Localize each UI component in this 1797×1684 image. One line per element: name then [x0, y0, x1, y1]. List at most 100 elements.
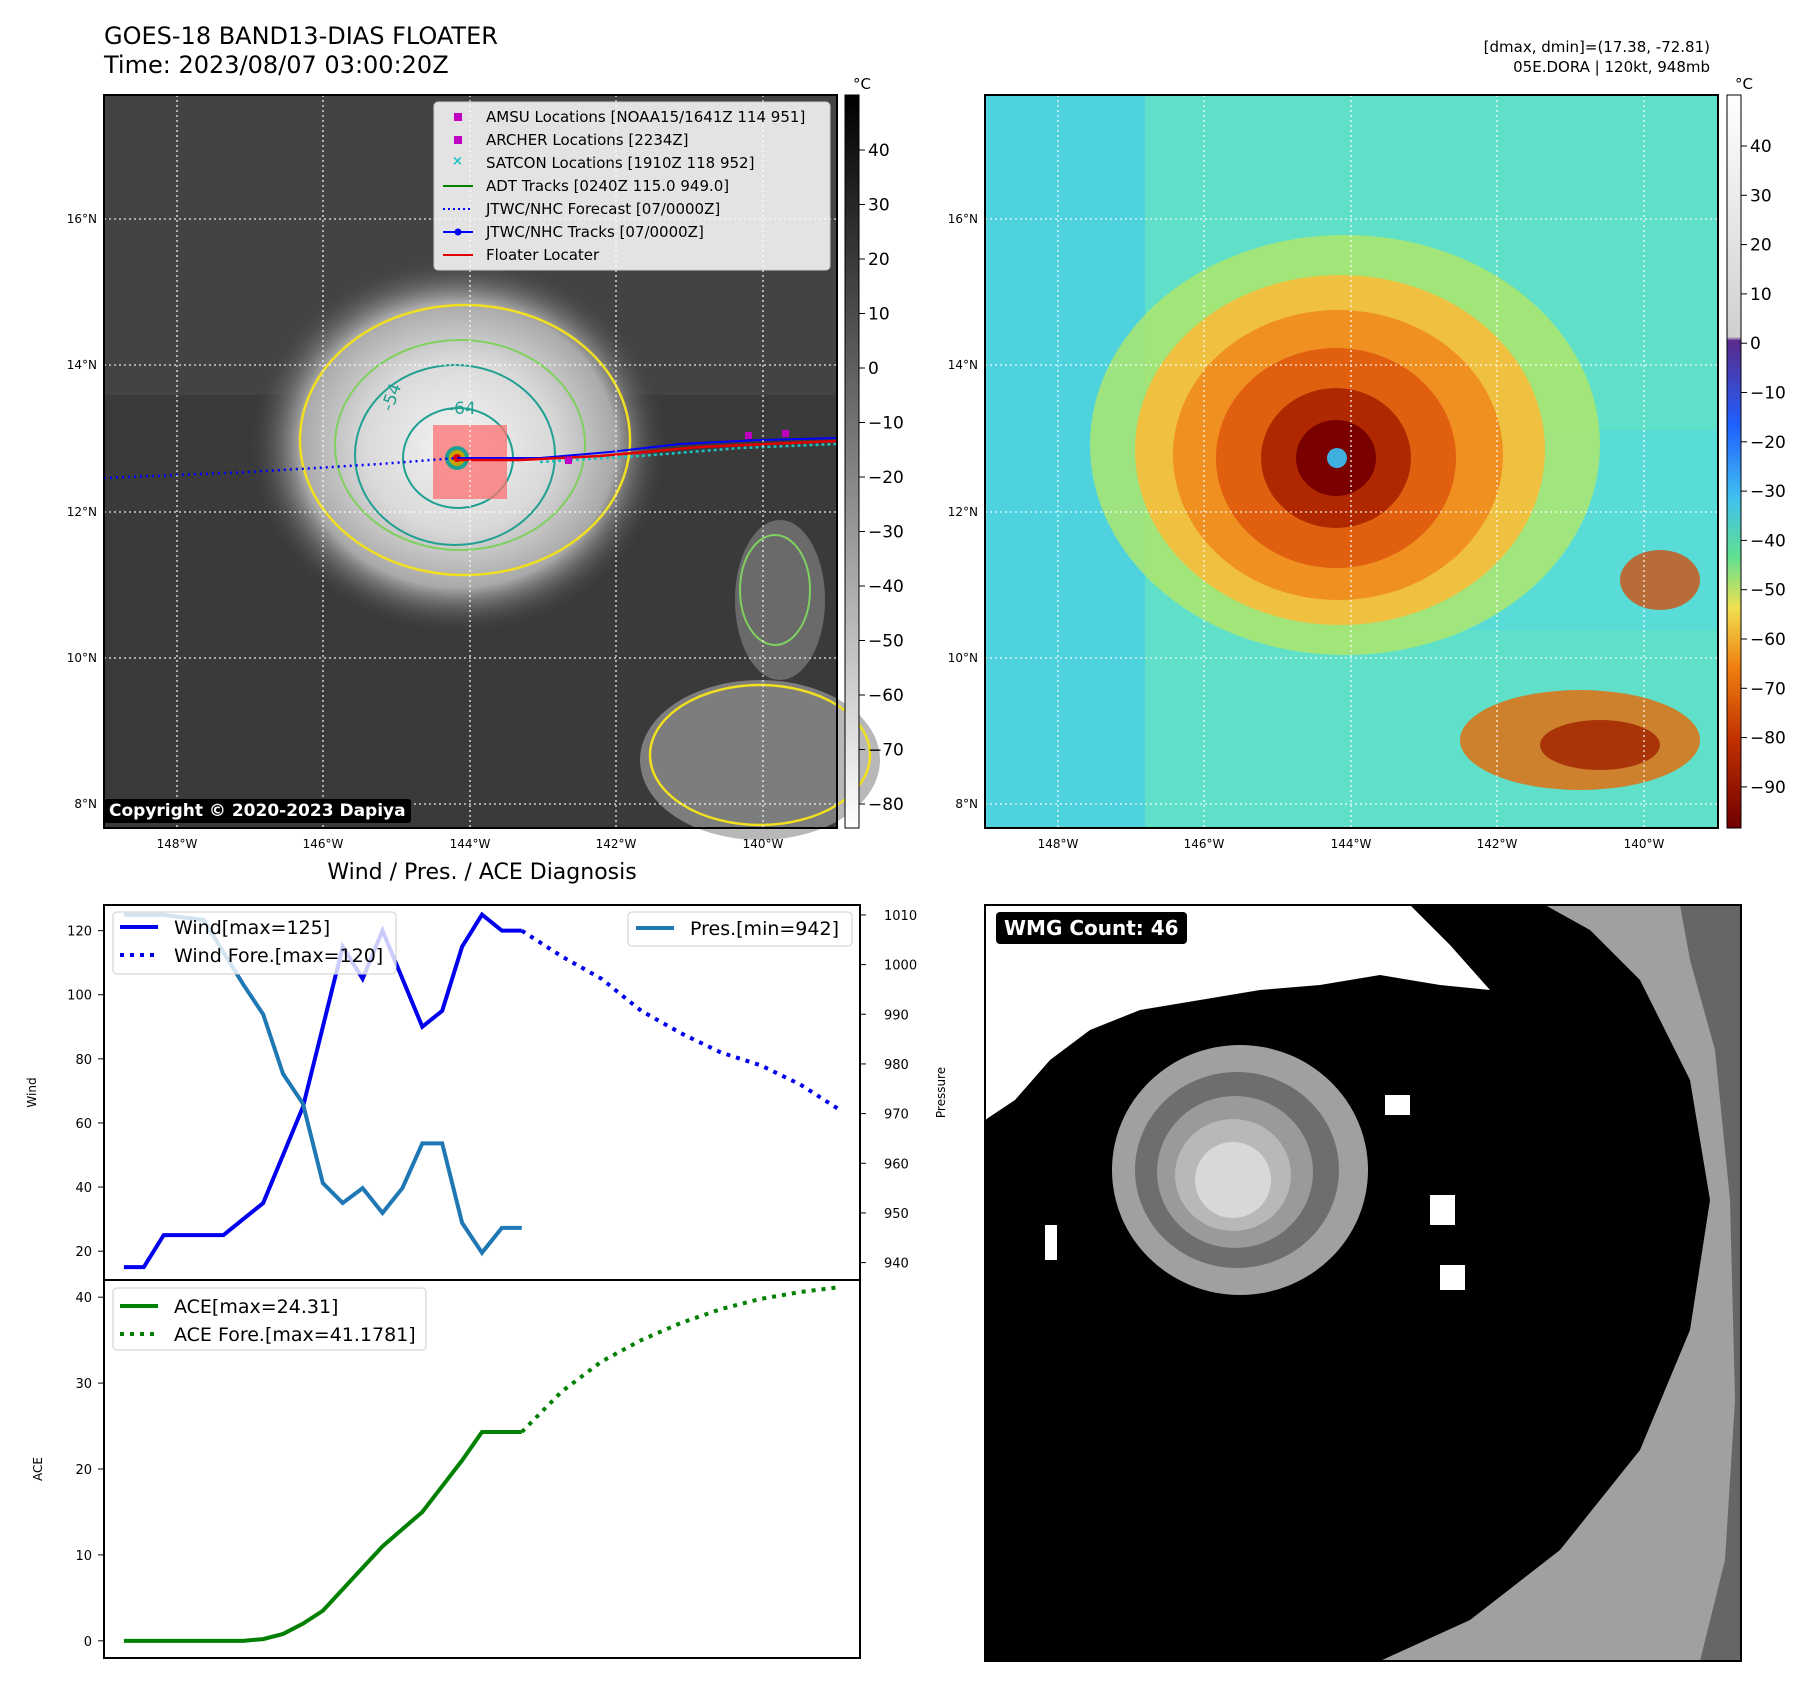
color-colorbar-tick: −90	[1750, 778, 1786, 798]
color-colorbar-tick: 30	[1750, 186, 1772, 206]
gray-colorbar-tick: 30	[868, 196, 890, 216]
pressure-ytick: 1010	[884, 909, 917, 924]
color-colorbar-tick: −30	[1750, 482, 1786, 502]
legend-forecast: JTWC/NHC Forecast [07/0000Z]	[485, 200, 720, 218]
ace-legend-entry: ACE Fore.[max=41.1781]	[174, 1324, 416, 1346]
series-line-ace	[123, 1429, 522, 1643]
color-lat-tick: 10°N	[948, 651, 978, 665]
pressure-ytick: 970	[884, 1108, 909, 1123]
ir-lat-tick: 14°N	[67, 358, 97, 372]
wmg-count-badge: WMG Count: 46	[996, 912, 1187, 944]
pressure-legend: Pres.[min=942]	[627, 911, 853, 947]
figure-title: GOES-18 BAND13-DIAS FLOATER	[104, 22, 498, 50]
pressure-ytick: 960	[884, 1157, 909, 1172]
legend-amsu: AMSU Locations [NOAA15/1641Z 114 951]	[486, 108, 805, 126]
wind-ytick: 20	[75, 1245, 92, 1260]
color-lat-tick: 16°N	[948, 212, 978, 226]
color-colorbar-tick: 40	[1750, 137, 1772, 157]
ace-ytick: 0	[84, 1635, 92, 1650]
ir-lat-tick: 8°N	[74, 797, 97, 811]
series-line-ace-fore-	[520, 1285, 841, 1434]
pressure-ytick: 950	[884, 1207, 909, 1222]
color-colorbar-tick: 0	[1750, 334, 1761, 354]
gray-colorbar-tick: −30	[868, 523, 904, 543]
wind-ytick: 60	[75, 1117, 92, 1132]
ir-lon-tick: 142°W	[596, 837, 637, 851]
ace-ytick: 30	[75, 1377, 92, 1392]
color-colorbar-tick: −60	[1750, 630, 1786, 650]
gray-colorbar-tick: −50	[868, 632, 904, 652]
ir-lat-tick: 10°N	[67, 651, 97, 665]
wind-axis-label: Wind	[25, 1077, 39, 1107]
color-lat-tick: 8°N	[955, 797, 978, 811]
gray-colorbar-tick: −70	[868, 741, 904, 761]
wind-ytick: 100	[67, 989, 92, 1004]
pressure-legend-entry: Pres.[min=942]	[690, 918, 839, 940]
pressure-ytick: 980	[884, 1058, 909, 1073]
gray-colorbar	[844, 94, 860, 829]
figure-time: Time: 2023/08/07 03:00:20Z	[104, 51, 449, 79]
color-colorbar-tick: −70	[1750, 679, 1786, 699]
legend-tracks: JTWC/NHC Tracks [07/0000Z]	[485, 223, 704, 241]
best-track	[457, 437, 838, 459]
gray-colorbar-tick: −60	[868, 686, 904, 706]
color-lon-tick: 148°W	[1038, 837, 1079, 851]
gray-colorbar-tick: −80	[868, 795, 904, 815]
ace-ytick: 20	[75, 1463, 92, 1478]
legend-floater: Floater Locater	[486, 246, 600, 264]
stats-line-2: 05E.DORA | 120kt, 948mb	[1513, 58, 1710, 76]
color-colorbar-tick: −20	[1750, 433, 1786, 453]
gray-colorbar-tick: −40	[868, 577, 904, 597]
legend-archer: ARCHER Locations [2234Z]	[486, 131, 689, 149]
ace-ytick: 10	[75, 1549, 92, 1564]
ace-legend-entry: ACE[max=24.31]	[174, 1296, 338, 1318]
stats-line-1: [dmax, dmin]=(17.38, -72.81)	[1483, 38, 1710, 56]
ir-lon-tick: 148°W	[157, 837, 198, 851]
color-lon-tick: 144°W	[1331, 837, 1372, 851]
gray-colorbar-tick: 10	[868, 305, 890, 325]
color-lat-tick: 12°N	[948, 505, 978, 519]
color-lon-tick: 146°W	[1184, 837, 1225, 851]
contour-label-64: -64	[448, 399, 476, 419]
wind-ytick: 120	[67, 925, 92, 940]
pressure-ytick: 940	[884, 1257, 909, 1272]
pressure-ytick: 990	[884, 1008, 909, 1023]
legend-adt: ADT Tracks [0240Z 115.0 949.0]	[486, 177, 729, 195]
gray-colorbar-tick: 40	[868, 141, 890, 161]
ir-lon-tick: 140°W	[743, 837, 784, 851]
legend-satcon: SATCON Locations [1910Z 118 952]	[486, 154, 754, 172]
pressure-ytick: 1000	[884, 959, 917, 974]
color-lat-tick: 14°N	[948, 358, 978, 372]
color-lon-tick: 142°W	[1477, 837, 1518, 851]
wind-legend-entry: Wind[max=125]	[174, 917, 330, 939]
color-colorbar-unit: °C	[1735, 75, 1753, 93]
wind-ytick: 40	[75, 1181, 92, 1196]
color-lon-tick: 140°W	[1624, 837, 1665, 851]
color-colorbar-tick: 20	[1750, 236, 1772, 256]
color-colorbar-tick: −50	[1750, 581, 1786, 601]
color-colorbar-tick: −80	[1750, 729, 1786, 749]
color-colorbar-tick: 10	[1750, 285, 1772, 305]
diagnosis-chart: 2040608010012094095096097098099010001010…	[25, 904, 948, 1659]
ace-legend: ACE[max=24.31] ACE Fore.[max=41.1781]	[112, 1287, 427, 1351]
ir-lat-tick: 12°N	[67, 505, 97, 519]
ir-satellite-map: -64 -54 × AMSU Locations [NOAA15/1641Z 1…	[67, 75, 1786, 851]
ace-axis-label: ACE	[31, 1457, 45, 1481]
wind-ytick: 80	[75, 1053, 92, 1068]
wind-legend-entry: Wind Fore.[max=120]	[174, 945, 383, 967]
color-colorbar-tick: −40	[1750, 531, 1786, 551]
gray-colorbar-tick: 0	[868, 359, 879, 379]
color-colorbar-tick: −10	[1750, 384, 1786, 404]
color-colorbar	[1726, 94, 1742, 829]
ir-lat-tick: 16°N	[67, 212, 97, 226]
ir-lon-tick: 146°W	[303, 837, 344, 851]
map-legend	[433, 101, 831, 271]
gray-colorbar-unit: °C	[853, 75, 871, 93]
pressure-axis-label: Pressure	[934, 1067, 948, 1118]
diagnosis-title: Wind / Pres. / ACE Diagnosis	[327, 860, 637, 885]
copyright-badge: Copyright © 2020-2023 Dapiya	[104, 799, 411, 823]
series-line-wind-fore-	[520, 928, 842, 1112]
ace-ytick: 40	[75, 1291, 92, 1306]
series-line-wind	[123, 911, 522, 1270]
wind-legend: Wind[max=125] Wind Fore.[max=120]	[112, 911, 397, 975]
